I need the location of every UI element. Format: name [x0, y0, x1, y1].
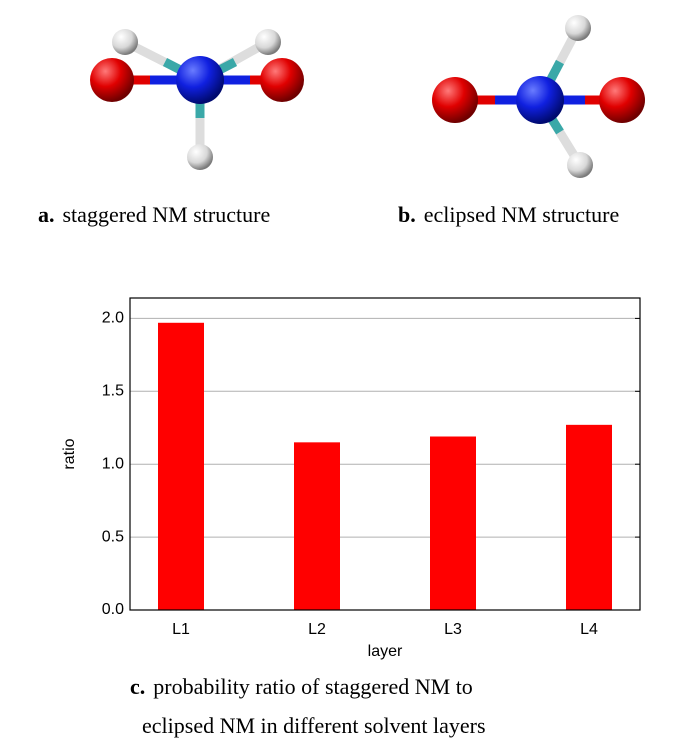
- caption-text: probability ratio of staggered NM to: [153, 674, 473, 699]
- plot-frame: [129, 297, 641, 611]
- y-tick-label: 1.0: [102, 455, 124, 472]
- bar: [294, 442, 340, 610]
- x-axis-label: layer: [368, 643, 403, 660]
- y-tick-label: 0.5: [102, 528, 124, 545]
- y-tick-label: 2.0: [102, 310, 124, 327]
- caption-text: eclipsed NM in different solvent layers: [142, 713, 486, 738]
- molecule-b: [432, 15, 645, 178]
- molecule-a: [90, 29, 304, 170]
- caption-label: a.: [38, 202, 55, 227]
- x-tick-label: L2: [308, 621, 326, 638]
- caption-c: c. probability ratio of staggered NM to: [130, 674, 473, 699]
- caption-label: c.: [130, 674, 145, 699]
- caption-text: eclipsed NM structure: [424, 202, 620, 227]
- y-axis-label: ratio: [61, 438, 78, 469]
- caption-b: b. eclipsed NM structure: [398, 202, 619, 227]
- y-tick-label: 0.0: [102, 601, 124, 618]
- x-tick-label: L4: [580, 621, 598, 638]
- x-tick-label: L1: [172, 621, 190, 638]
- bar: [566, 424, 612, 610]
- caption-a: a. staggered NM structure: [38, 202, 270, 227]
- caption-text: staggered NM structure: [63, 202, 271, 227]
- x-tick-label: L3: [444, 621, 462, 638]
- bar: [430, 436, 476, 610]
- caption-label: b.: [398, 202, 416, 227]
- y-tick-label: 1.5: [102, 383, 124, 400]
- bar: [158, 322, 204, 610]
